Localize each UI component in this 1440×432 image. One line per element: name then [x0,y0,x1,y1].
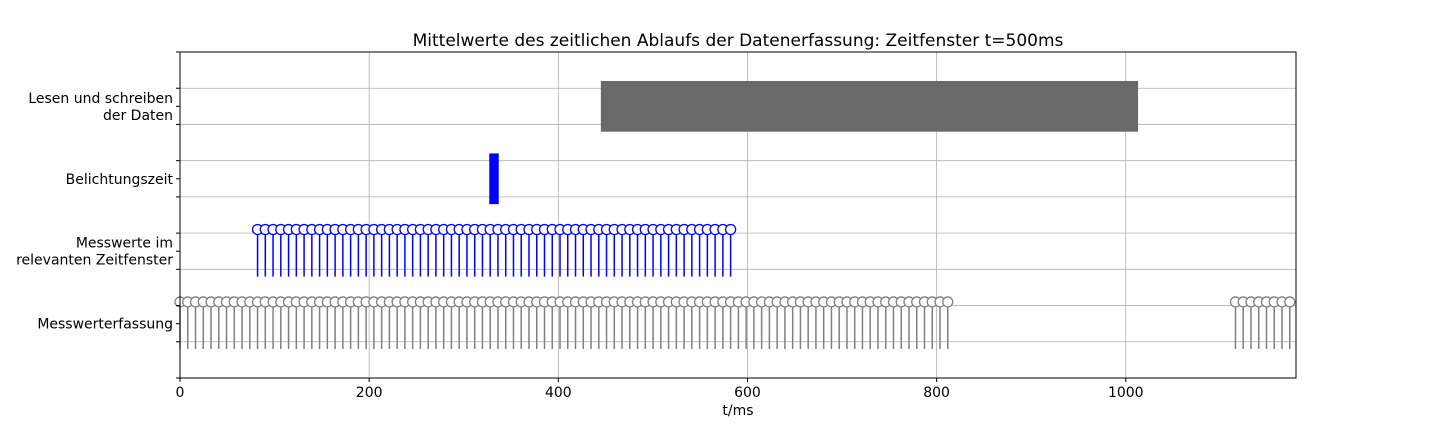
x-tick-label: 400 [545,385,572,401]
category-labels: Messwerterfassung Messwerte imrelevanten … [16,91,173,333]
y-axis [176,51,180,379]
x-tick-label: 600 [734,385,761,401]
y-category-label: Lesen und schreiben [28,91,173,107]
y-category-label: Belichtungszeit [66,172,174,188]
duration-bar [489,153,499,205]
bar-layer [489,80,1139,205]
y-category-label: der Daten [103,108,173,124]
x-tick-label: 800 [923,385,950,401]
x-axis: 0 200 400 600 800 1000 [176,378,1144,401]
y-category-label: relevanten Zeitfenster [16,253,173,269]
stem-marker [942,296,954,308]
y-category-label: Messwerterfassung [37,317,173,333]
y-category-label: Messwerte im [76,236,173,252]
stem-marker [724,223,737,236]
duration-bar [600,80,1139,132]
x-tick-label: 0 [176,385,185,401]
plot-frame [179,51,1297,379]
chart-title: Mittelwerte des zeitlichen Ablaufs der D… [413,31,1064,51]
x-tick-label: 200 [356,385,383,401]
x-tick-label: 1000 [1108,385,1144,401]
stem-marker [1284,296,1296,308]
x-axis-label: t/ms [722,403,753,419]
